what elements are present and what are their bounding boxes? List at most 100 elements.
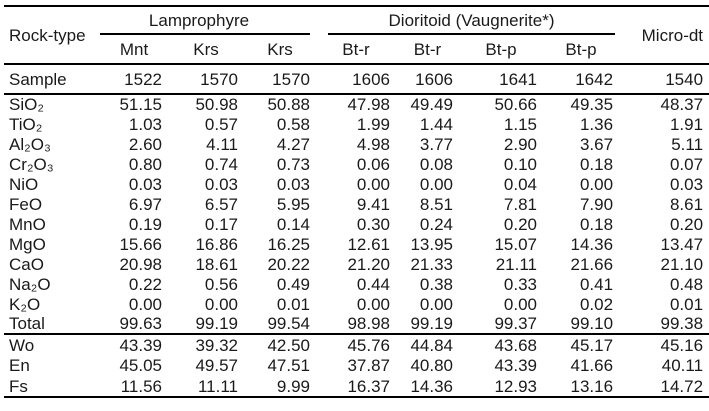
value-cell: 39.32 bbox=[195, 335, 238, 355]
value-cell: 21.11 bbox=[495, 254, 537, 274]
value-cell: 7.81 bbox=[503, 194, 537, 214]
value-cell: 99.63 bbox=[100, 314, 168, 335]
value-cell: 44.84 bbox=[410, 335, 453, 355]
value-cell: 15.66 bbox=[119, 234, 162, 254]
value-cell: 0.57 bbox=[204, 114, 238, 134]
subtype-header: Mnt bbox=[100, 35, 168, 65]
value-cell: 0.20 bbox=[669, 214, 704, 234]
value-cell: 0.41 bbox=[579, 274, 614, 294]
sample-number: 1641 bbox=[459, 64, 543, 95]
value-cell: 0.04 bbox=[503, 174, 537, 194]
value-cell: 7.90 bbox=[579, 194, 614, 214]
value-cell: 0.48 bbox=[669, 274, 704, 294]
value-cell: 40.11 bbox=[661, 356, 704, 375]
value-cell: 49.49 bbox=[410, 95, 453, 114]
value-cell: 0.30 bbox=[356, 214, 390, 234]
value-cell: 0.08 bbox=[419, 154, 453, 174]
value-cell: 6.57 bbox=[204, 194, 238, 214]
sample-row-label: Sample bbox=[4, 64, 100, 95]
row-label: CaO bbox=[9, 254, 44, 274]
mineral-composition-table: Rock-type Lamprophyre Dioritoid (Vaugner… bbox=[4, 5, 709, 398]
row-label: FeO bbox=[9, 194, 43, 214]
row-label: Na₂O bbox=[9, 274, 51, 294]
group-header-dioritoid: Dioritoid (Vaugnerite*) bbox=[316, 6, 619, 35]
value-cell: 0.07 bbox=[669, 154, 704, 174]
subtype-header: Bt-r bbox=[316, 35, 396, 65]
value-cell: 0.74 bbox=[204, 154, 238, 174]
value-cell: 0.02 bbox=[579, 294, 614, 314]
subtype-header: Bt-r bbox=[396, 35, 459, 65]
value-cell: 0.00 bbox=[204, 294, 238, 314]
value-cell: 41.66 bbox=[570, 356, 614, 375]
value-cell: 0.33 bbox=[503, 274, 537, 294]
table-row: FeO 6.97 6.57 5.95 9.41 8.51 7.81 7.90 8.61 bbox=[4, 194, 709, 214]
value-cell: 4.11 bbox=[206, 134, 238, 154]
table-row: TiO₂ 1.03 0.57 0.58 1.99 1.44 1.15 1.36 1.91 bbox=[4, 114, 709, 134]
table-row: MnO 0.19 0.17 0.14 0.30 0.24 0.20 0.18 0.20 bbox=[4, 214, 709, 234]
value-cell: 20.22 bbox=[267, 254, 310, 274]
value-cell: 1.15 bbox=[503, 114, 537, 134]
lamprophyre-spanner-rule: Lamprophyre bbox=[100, 7, 310, 35]
value-cell: 0.18 bbox=[579, 154, 614, 174]
value-cell: 16.86 bbox=[195, 234, 238, 254]
value-cell: 0.00 bbox=[356, 174, 390, 194]
value-cell: 0.49 bbox=[276, 274, 310, 294]
sample-row: Sample 1522 1570 1570 1606 1606 1641 164… bbox=[4, 64, 709, 95]
value-cell: 48.37 bbox=[660, 95, 704, 114]
group-header-row: Rock-type Lamprophyre Dioritoid (Vaugner… bbox=[4, 6, 709, 65]
value-cell: 0.44 bbox=[356, 274, 390, 294]
value-cell: 99.10 bbox=[543, 314, 620, 335]
value-cell: 12.93 bbox=[494, 376, 537, 396]
value-cell: 0.00 bbox=[419, 294, 453, 314]
table-row: SiO₂ 51.15 50.98 50.88 47.98 49.49 50.66 49.35 4… bbox=[4, 94, 709, 114]
value-cell: 14.72 bbox=[660, 376, 704, 396]
value-cell: 3.67 bbox=[579, 134, 614, 154]
dioritoid-spanner-rule: Dioritoid (Vaugnerite*) bbox=[328, 7, 616, 35]
table-row: Cr₂O₃ 0.80 0.74 0.73 0.06 0.08 0.10 0.18 0.07 bbox=[4, 154, 709, 174]
value-cell: 40.80 bbox=[410, 356, 453, 375]
value-cell: 99.19 bbox=[396, 314, 459, 335]
table-row: En 45.05 49.57 47.51 37.87 40.80 43.39 41.66 40.… bbox=[4, 355, 709, 376]
subtype-header: Bt-p bbox=[543, 35, 620, 65]
value-cell: 1.03 bbox=[128, 114, 162, 134]
value-cell: 4.98 bbox=[356, 134, 390, 154]
table-row: K₂O 0.00 0.00 0.01 0.00 0.00 0.00 0.02 0.01 bbox=[4, 294, 709, 314]
value-cell: 0.22 bbox=[128, 274, 162, 294]
row-label: TiO₂ bbox=[9, 114, 43, 134]
value-cell: 49.57 bbox=[195, 356, 238, 375]
value-cell: 0.00 bbox=[419, 174, 453, 194]
value-cell: 0.06 bbox=[356, 154, 390, 174]
value-cell: 99.54 bbox=[244, 314, 316, 335]
endmember-rows: Wo 43.39 39.32 42.50 45.76 44.84 43.68 45.17 45.… bbox=[4, 334, 709, 397]
row-label: SiO₂ bbox=[9, 95, 44, 114]
value-cell: 12.61 bbox=[347, 234, 390, 254]
value-cell: 1.36 bbox=[579, 114, 614, 134]
value-cell: 1.99 bbox=[356, 114, 390, 134]
row-label: Cr₂O₃ bbox=[9, 154, 54, 174]
value-cell: 51.15 bbox=[119, 95, 162, 114]
row-label: K₂O bbox=[9, 294, 41, 314]
table-row: Total 99.63 99.19 99.54 98.98 99.19 99.37 99.10… bbox=[4, 314, 709, 335]
value-cell: 0.01 bbox=[669, 294, 704, 314]
value-cell: 0.00 bbox=[128, 294, 162, 314]
value-cell: 0.20 bbox=[503, 214, 537, 234]
value-cell: 5.95 bbox=[276, 194, 310, 214]
sample-number: 1642 bbox=[543, 64, 620, 95]
table-row: CaO 20.98 18.61 20.22 21.20 21.33 21.11 21.66 21… bbox=[4, 254, 709, 274]
value-cell: 5.11 bbox=[671, 134, 704, 154]
value-cell: 0.03 bbox=[128, 174, 162, 194]
value-cell: 8.61 bbox=[669, 194, 704, 214]
group-header-lamprophyre: Lamprophyre bbox=[100, 6, 316, 35]
value-cell: 11.56 bbox=[120, 376, 162, 396]
sample-number: 1540 bbox=[619, 64, 709, 95]
subtype-header: Krs bbox=[244, 35, 316, 65]
value-cell: 0.19 bbox=[128, 214, 162, 234]
subtype-header: Bt-p bbox=[459, 35, 543, 65]
table-row: Fs 11.56 11.11 9.99 16.37 14.36 12.93 13.16 14.7… bbox=[4, 376, 709, 397]
value-cell: 1.44 bbox=[419, 114, 453, 134]
value-cell: 0.10 bbox=[503, 154, 537, 174]
value-cell: 0.00 bbox=[503, 294, 537, 314]
value-cell: 45.17 bbox=[570, 335, 614, 355]
value-cell: 21.10 bbox=[660, 254, 704, 274]
value-cell: 0.56 bbox=[204, 274, 238, 294]
